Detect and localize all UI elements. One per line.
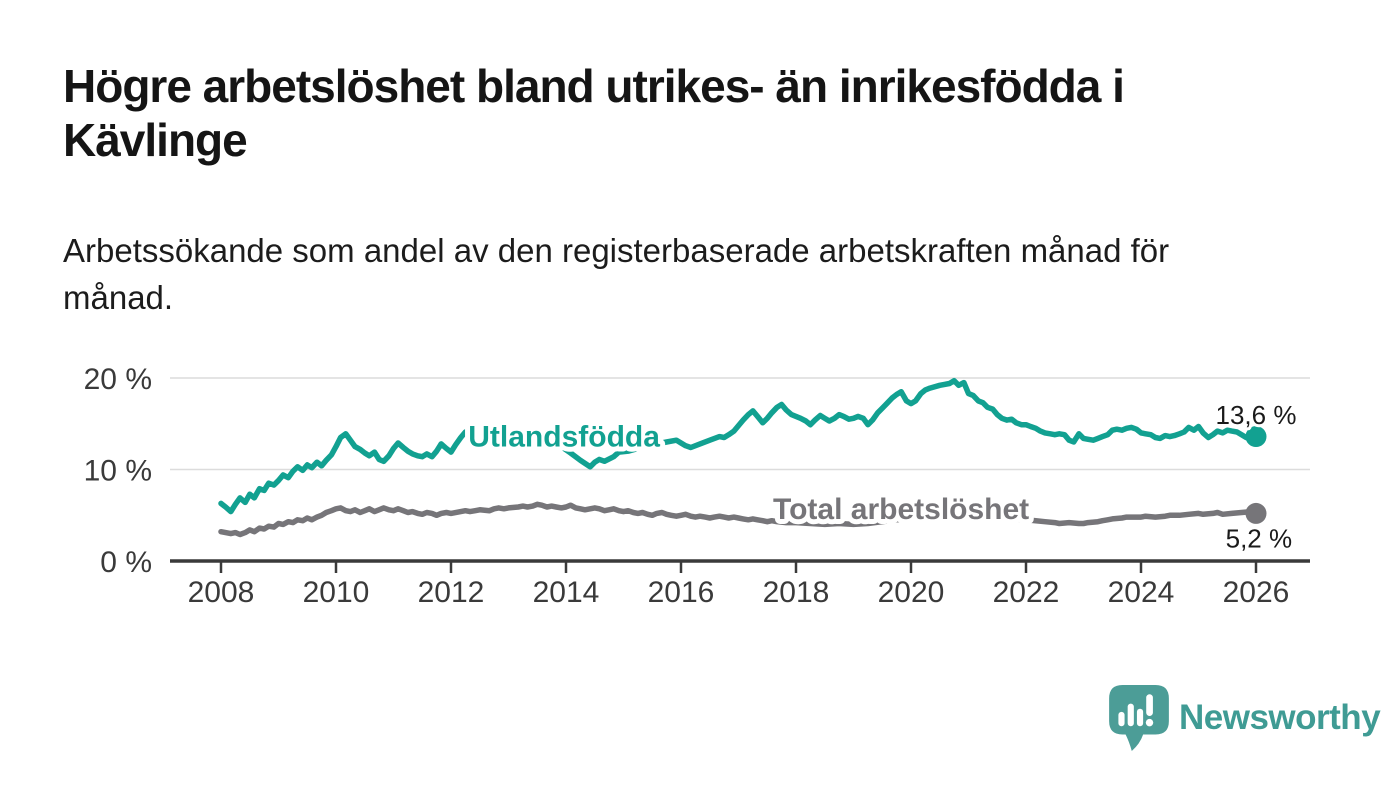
x-tick-label: 2016: [648, 576, 715, 609]
chart-title: Högre arbetslöshet bland utrikes- än inr…: [63, 60, 1125, 166]
series-label-utlandsfodda: Utlandsfödda: [468, 421, 660, 454]
end-value-label-utlandsfodda: 13,6 %: [1216, 400, 1297, 430]
y-tick-label: 10 %: [84, 455, 152, 488]
series-end-dot-total: [1245, 502, 1267, 524]
x-tick-label: 2008: [188, 576, 255, 609]
newsworthy-logo-icon: [1109, 685, 1169, 751]
series-end-dot-utlandsfodda: [1245, 426, 1267, 448]
x-tick-label: 2010: [303, 576, 370, 609]
end-value-label-total: 5,2 %: [1226, 523, 1293, 553]
newsworthy-logo[interactable]: Newsworthy: [1108, 684, 1381, 752]
x-tick-label: 2020: [878, 576, 945, 609]
unemployment-line-chart: 0 % 10 % 20 % 2008 2010 2012 2014 2016 2018 2020 2…: [0, 330, 1400, 640]
x-tick-label: 2012: [418, 576, 485, 609]
x-tick-label: 2024: [1108, 576, 1175, 609]
x-tick-label: 2022: [993, 576, 1060, 609]
chart-plot-area: 0 % 10 % 20 % 2008 2010 2012 2014 2016 2018 2020 2…: [84, 363, 1310, 609]
newsworthy-wordmark: Newsworthy: [1179, 698, 1381, 737]
y-tick-label: 0 %: [100, 546, 152, 579]
logo-exclamation-dot: [1145, 718, 1154, 727]
x-tick-label: 2018: [763, 576, 830, 609]
x-tick-label: 2026: [1223, 576, 1290, 609]
y-tick-label: 20 %: [84, 363, 152, 396]
chart-subtitle: Arbetssökande som andel av den registerb…: [63, 232, 1170, 316]
logo-bar-1: [1118, 711, 1125, 727]
logo-bar-3: [1136, 708, 1144, 727]
logo-bar-2: [1127, 703, 1134, 727]
logo-exclamation-bar: [1146, 694, 1153, 716]
series-label-total: Total arbetslöshet: [773, 493, 1029, 526]
series-line-total: [218, 501, 1259, 538]
x-tick-label: 2014: [533, 576, 600, 609]
series-line-utlandsfodda: [218, 377, 1259, 515]
